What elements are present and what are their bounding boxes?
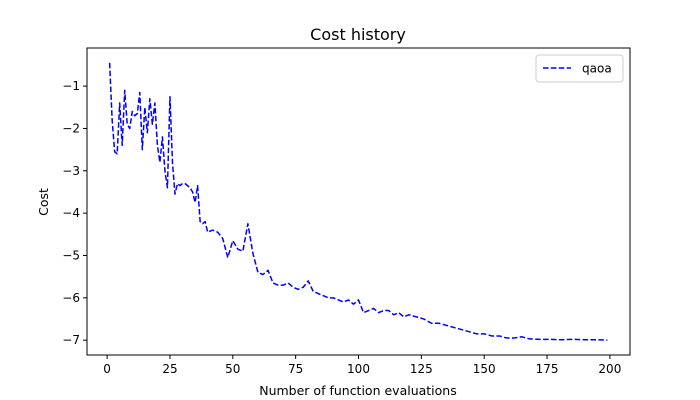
legend-label-qaoa: qaoa [582, 62, 612, 76]
x-tick-label: 150 [473, 362, 496, 376]
y-tick-label: −4 [62, 206, 80, 220]
x-tick-label: 75 [288, 362, 303, 376]
y-axis-ticks: −7 −6 −5 −4 −3 −2 −1 [62, 79, 87, 347]
plot-area [86, 47, 631, 356]
y-tick-label: −3 [62, 164, 80, 178]
y-tick-label: −5 [62, 248, 80, 262]
y-tick-label: −1 [62, 79, 80, 93]
series-line-qaoa [108, 62, 608, 341]
series-layer [108, 62, 608, 341]
x-axis-ticks: 0 25 50 75 100 125 150 175 200 [103, 355, 621, 376]
legend-box [535, 54, 624, 83]
y-axis-label: Cost [36, 188, 51, 216]
x-tick-label: 25 [162, 362, 177, 376]
legend: qaoa [535, 54, 624, 83]
x-tick-label: 50 [225, 362, 240, 376]
x-tick-label: 200 [598, 362, 621, 376]
y-tick-label: −2 [62, 121, 80, 135]
x-tick-label: 0 [103, 362, 111, 376]
chart-title: Cost history [310, 25, 406, 44]
x-axis-label: Number of function evaluations [259, 383, 457, 398]
x-tick-label: 100 [347, 362, 370, 376]
y-tick-label: −6 [62, 291, 80, 305]
plot-frame [86, 47, 631, 356]
x-tick-label: 175 [536, 362, 559, 376]
x-tick-label: 125 [410, 362, 433, 376]
y-tick-label: −7 [62, 333, 80, 347]
